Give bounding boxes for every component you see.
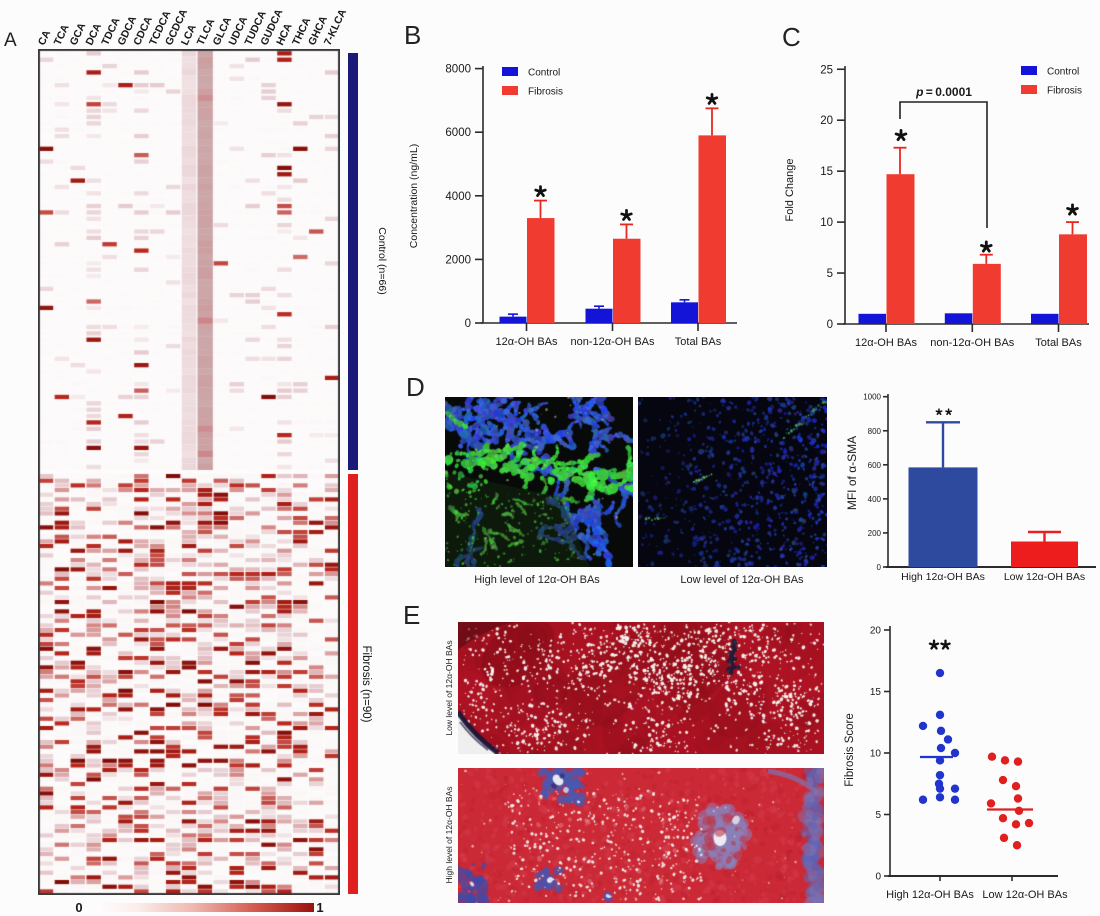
svg-text:Low level of 12α-OH BAs: Low level of 12α-OH BAs [680, 574, 804, 586]
svg-text:400: 400 [868, 495, 882, 504]
svg-text:Low 12α-OH BAs: Low 12α-OH BAs [1004, 571, 1085, 583]
svg-text:non-12α-OH BAs: non-12α-OH BAs [570, 336, 655, 348]
svg-text:Total BAs: Total BAs [675, 336, 722, 348]
svg-text:6000: 6000 [445, 127, 471, 139]
svg-text:600: 600 [868, 461, 882, 470]
svg-text:Control: Control [1047, 67, 1079, 78]
svg-text:Concentration (ng/mL): Concentration (ng/mL) [408, 144, 420, 248]
svg-text:Low 12α-OH BAs: Low 12α-OH BAs [982, 889, 1068, 901]
svg-text:E: E [403, 600, 420, 630]
svg-text:High level of 12α-OH BAs: High level of 12α-OH BAs [444, 786, 454, 883]
svg-text:B: B [404, 20, 421, 50]
svg-text:25: 25 [820, 64, 833, 76]
svg-text:5: 5 [827, 268, 833, 280]
svg-text:non-12α-OH BAs: non-12α-OH BAs [930, 337, 1015, 349]
svg-text:1000: 1000 [863, 393, 881, 402]
svg-text:High level of 12α-OH BAs: High level of 12α-OH BAs [474, 574, 600, 586]
svg-text:20: 20 [870, 626, 882, 637]
svg-text:0: 0 [465, 318, 471, 330]
svg-text:4000: 4000 [445, 191, 471, 203]
svg-text:2000: 2000 [445, 254, 471, 266]
svg-text:10: 10 [870, 749, 882, 760]
svg-text:Control (n=66): Control (n=66) [376, 227, 388, 294]
svg-text:Low level of 12α-OH BAs: Low level of 12α-OH BAs [444, 640, 454, 735]
svg-text:10: 10 [820, 217, 833, 229]
svg-text:D: D [406, 372, 425, 402]
svg-text:5: 5 [875, 810, 881, 821]
svg-text:800: 800 [868, 427, 882, 436]
svg-text:A: A [4, 30, 17, 51]
svg-text:20: 20 [820, 115, 833, 127]
svg-text:Fibrosis Score: Fibrosis Score [844, 713, 856, 787]
svg-text:200: 200 [868, 529, 882, 538]
svg-text:12α-OH BAs: 12α-OH BAs [855, 337, 917, 349]
svg-text:Fibrosis: Fibrosis [1047, 86, 1082, 97]
svg-text:p = 0.0001: p = 0.0001 [915, 85, 972, 99]
svg-text:C: C [782, 22, 801, 52]
svg-text:High 12α-OH BAs: High 12α-OH BAs [886, 889, 974, 901]
svg-text:8000: 8000 [445, 64, 471, 76]
svg-text:0: 0 [875, 872, 881, 883]
svg-text:High 12α-OH BAs: High 12α-OH BAs [901, 571, 985, 583]
svg-text:CA: CA [36, 28, 53, 47]
svg-text:0: 0 [827, 319, 833, 331]
svg-text:15: 15 [870, 687, 882, 698]
svg-text:Total BAs: Total BAs [1035, 337, 1082, 349]
svg-text:12α-OH BAs: 12α-OH BAs [496, 336, 558, 348]
svg-text:0: 0 [75, 900, 82, 915]
svg-text:15: 15 [820, 166, 833, 178]
svg-text:0: 0 [877, 563, 882, 572]
svg-text:1: 1 [316, 900, 323, 915]
svg-text:Control: Control [528, 68, 560, 79]
svg-text:Fold Change: Fold Change [784, 159, 796, 222]
svg-text:Fibrosis: Fibrosis [528, 87, 563, 98]
svg-text:MFI of α-SMA: MFI of α-SMA [845, 436, 859, 510]
svg-text:Fibrosis (n=90): Fibrosis (n=90) [360, 645, 372, 722]
